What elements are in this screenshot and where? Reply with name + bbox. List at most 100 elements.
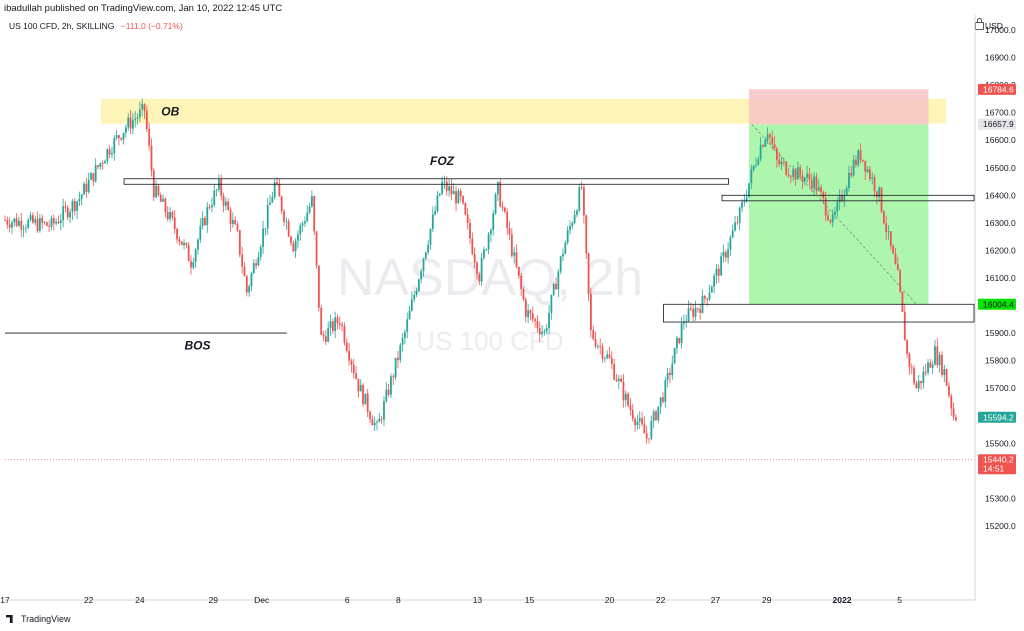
- time-tick-label: 5: [897, 595, 902, 605]
- candle-body: [634, 418, 636, 426]
- candle-body: [580, 187, 583, 189]
- candle-body: [834, 211, 836, 215]
- take-profit-zone[interactable]: [749, 124, 929, 305]
- candle-body: [18, 220, 20, 226]
- candle-body: [420, 271, 423, 280]
- candle-body: [736, 222, 739, 224]
- candle-body: [485, 249, 488, 251]
- demand-box[interactable]: [663, 303, 975, 323]
- candle-body: [215, 189, 218, 191]
- candle-body: [201, 217, 204, 227]
- candle-body: [94, 165, 97, 182]
- currency-label[interactable]: USD: [985, 21, 1003, 31]
- candle-body: [887, 231, 890, 233]
- supply-box[interactable]: [721, 194, 975, 202]
- candle-body: [648, 438, 650, 440]
- candle-body: [655, 411, 657, 421]
- candle-body: [194, 249, 197, 262]
- candle-body: [99, 163, 102, 167]
- time-tick-label: 22: [84, 595, 94, 605]
- stop-loss-zone[interactable]: [749, 89, 929, 125]
- candle-body: [348, 350, 350, 361]
- candle-body: [848, 172, 850, 188]
- candle-body: [955, 417, 957, 421]
- price-label-box: [978, 298, 1016, 310]
- candle-body: [903, 311, 906, 341]
- candle-body: [924, 371, 927, 373]
- candle-body: [357, 378, 360, 392]
- tradingview-footer[interactable]: TradingView: [6, 614, 71, 624]
- candle-body: [866, 169, 869, 172]
- candle-body: [48, 225, 51, 227]
- candle-body: [32, 215, 34, 223]
- candle-body: [369, 411, 371, 420]
- foz-box[interactable]: [123, 178, 729, 185]
- candle-body: [206, 207, 209, 225]
- candle-body: [915, 383, 918, 389]
- candle-body: [122, 132, 125, 140]
- candle-body: [327, 328, 330, 342]
- candle-body: [778, 159, 781, 165]
- candle-body: [162, 198, 164, 202]
- price-tick-label: 15500.0: [985, 438, 1016, 448]
- candle-body: [27, 220, 30, 228]
- candle-body: [392, 376, 395, 378]
- candle-body: [773, 144, 776, 149]
- candle-body: [50, 218, 53, 227]
- candle-body: [513, 252, 516, 256]
- candle-body: [364, 393, 367, 405]
- candle-body: [266, 205, 269, 229]
- price-label-value: 15594.2: [983, 412, 1014, 422]
- candle-body: [529, 310, 532, 314]
- price-tick-label: 16700.0: [985, 108, 1016, 118]
- candle-body: [862, 159, 864, 161]
- candle-body: [401, 337, 404, 345]
- candle-body: [159, 195, 162, 202]
- candle-body: [855, 159, 857, 165]
- candle-body: [313, 196, 316, 232]
- candle-body: [366, 393, 369, 412]
- candle-body: [404, 332, 406, 338]
- candle-body: [806, 173, 809, 178]
- candle-body: [136, 117, 139, 119]
- candle-body: [450, 186, 453, 195]
- symbol-legend[interactable]: US 100 CFD, 2h, SKILLING −111.0 (−0.71%): [9, 21, 183, 31]
- candle-body: [936, 346, 939, 366]
- candle-body: [810, 179, 813, 189]
- candle-body: [938, 354, 941, 366]
- candle-body: [262, 228, 264, 247]
- candle-body: [15, 218, 18, 226]
- candle-body: [722, 252, 725, 257]
- candle-body: [457, 190, 460, 204]
- candle-body: [234, 220, 237, 225]
- candle-body: [671, 363, 674, 376]
- candle-body: [678, 337, 681, 344]
- price-label-value: 16784.6: [983, 84, 1014, 94]
- candle-body: [171, 211, 174, 218]
- candle-body: [57, 221, 60, 224]
- candle-body: [290, 236, 292, 244]
- candle-body: [829, 220, 832, 223]
- candle-body: [408, 310, 411, 320]
- time-tick-label: 8: [396, 595, 401, 605]
- candle-body: [931, 364, 934, 368]
- candle-body: [943, 369, 946, 376]
- price-tick-label: 15200.0: [985, 521, 1016, 531]
- candle-body: [41, 217, 44, 223]
- candle-body: [792, 169, 795, 177]
- candle-body: [115, 135, 118, 138]
- candle-body: [534, 319, 536, 321]
- candle-body: [562, 253, 564, 257]
- candle-body: [729, 237, 732, 250]
- candle-body: [280, 196, 283, 212]
- candle-body: [673, 347, 676, 364]
- time-tick-label: 17: [0, 595, 10, 605]
- candle-body: [252, 263, 255, 274]
- candle-body: [245, 276, 248, 293]
- candle-body: [415, 290, 418, 295]
- candle-body: [187, 245, 190, 262]
- price-label-box: [978, 118, 1016, 130]
- candle-body: [669, 372, 671, 376]
- candle-body: [850, 172, 853, 176]
